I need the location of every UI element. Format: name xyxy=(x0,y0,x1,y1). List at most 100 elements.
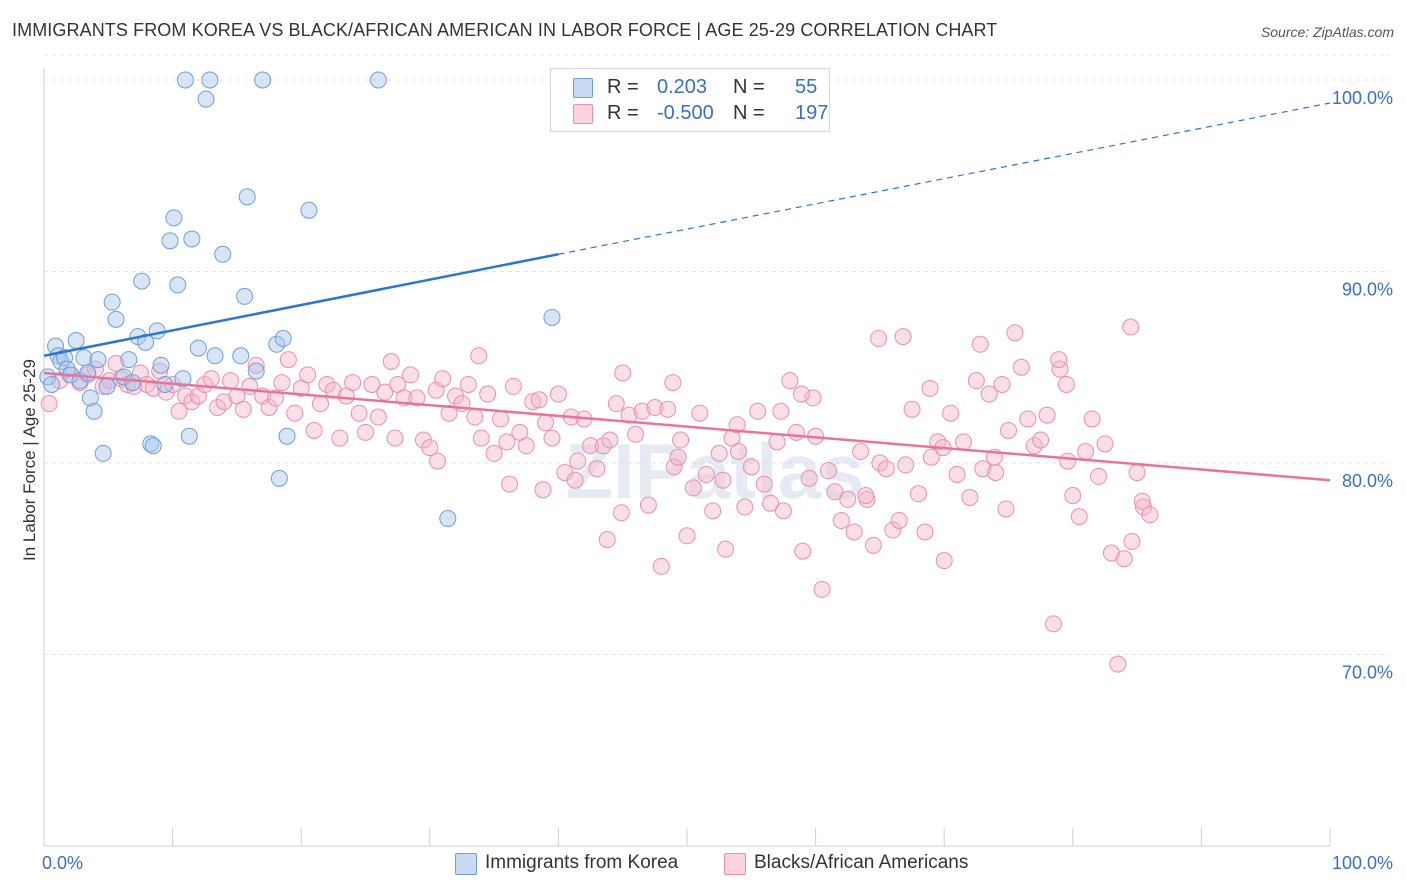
data-point-black xyxy=(492,410,510,428)
data-point-black xyxy=(598,531,616,549)
data-point-korea xyxy=(238,188,256,206)
data-point-black xyxy=(594,437,612,455)
data-point-black xyxy=(639,496,657,514)
data-point-black xyxy=(440,404,458,422)
data-point-black xyxy=(40,395,58,413)
data-point-black xyxy=(1057,375,1075,393)
data-point-black xyxy=(1045,615,1063,633)
trend-line-black xyxy=(43,371,1331,482)
data-point-black xyxy=(1090,467,1108,485)
data-point-black xyxy=(402,366,420,384)
data-point-black xyxy=(669,448,687,466)
data-point-black xyxy=(344,374,362,392)
data-point-korea xyxy=(247,362,265,380)
data-point-black xyxy=(376,383,394,401)
data-point-black xyxy=(1025,437,1043,455)
data-point-black xyxy=(566,471,584,489)
data-point-black xyxy=(369,408,387,426)
data-point-black xyxy=(1070,508,1088,526)
data-point-black xyxy=(459,375,477,393)
data-point-black xyxy=(470,347,488,365)
data-point-black xyxy=(485,444,503,462)
data-point-black xyxy=(1050,351,1068,369)
watermark: ZIPatlas xyxy=(565,427,864,515)
data-point-black xyxy=(762,494,780,512)
data-point-black xyxy=(1083,410,1101,428)
data-point-black xyxy=(107,354,125,372)
data-point-korea xyxy=(79,364,97,382)
data-point-black xyxy=(890,511,908,529)
grid-lines xyxy=(44,54,1390,655)
data-point-black xyxy=(909,485,927,503)
data-point-black xyxy=(832,511,850,529)
y-tick-label: 90.0% xyxy=(1342,280,1393,300)
data-point-black xyxy=(601,431,619,449)
data-point-korea xyxy=(278,427,296,445)
series-legend: Immigrants from Korea Blacks/African Ame… xyxy=(0,852,1406,876)
data-point-korea xyxy=(369,71,387,89)
data-point-korea xyxy=(165,209,183,227)
data-point-black xyxy=(826,483,844,501)
data-point-korea xyxy=(236,287,254,305)
data-point-black xyxy=(961,488,979,506)
data-point-black xyxy=(429,452,447,470)
data-point-black xyxy=(792,385,810,403)
data-point-korea xyxy=(98,377,116,395)
data-point-black xyxy=(954,433,972,451)
data-point-korea xyxy=(94,444,112,462)
data-point-black xyxy=(781,372,799,390)
data-point-black xyxy=(1109,655,1127,673)
data-point-black xyxy=(1096,435,1114,453)
legend-swatch-black xyxy=(724,853,746,875)
data-point-black xyxy=(903,400,921,418)
legend-r-value: 0.203 xyxy=(657,76,708,98)
data-point-black xyxy=(678,527,696,545)
data-point-black xyxy=(1000,421,1017,439)
legend-n-label: N = xyxy=(733,102,765,124)
data-point-korea xyxy=(43,375,61,393)
data-point-black xyxy=(582,437,600,455)
data-point-black xyxy=(1141,506,1159,524)
data-point-korea xyxy=(180,427,198,445)
data-point-black xyxy=(504,377,522,395)
data-point-black xyxy=(614,364,632,382)
data-point-black xyxy=(363,375,381,393)
trend-line-korea xyxy=(43,253,559,357)
data-point-black xyxy=(479,385,497,403)
data-point-black xyxy=(588,460,606,478)
data-point-black xyxy=(1012,358,1030,376)
data-point-black xyxy=(852,443,870,461)
data-point-korea xyxy=(183,230,201,248)
data-point-black xyxy=(1064,487,1082,505)
data-point-black xyxy=(997,500,1015,518)
legend-r-label: R = xyxy=(607,76,639,98)
x-tick-label: 0.0% xyxy=(42,853,83,873)
data-point-black xyxy=(871,454,889,472)
data-point-black xyxy=(916,523,934,541)
legend-r-value: -0.500 xyxy=(657,102,714,124)
data-point-korea xyxy=(268,335,286,353)
data-point-black xyxy=(884,521,902,539)
source-credit: Source: ZipAtlas.com xyxy=(1260,24,1394,40)
data-point-black xyxy=(273,374,291,392)
data-point-korea xyxy=(300,201,318,219)
axes xyxy=(43,68,1331,847)
legend-label-korea: Immigrants from Korea xyxy=(485,852,679,873)
data-point-black xyxy=(607,395,625,413)
data-point-black xyxy=(501,475,519,493)
data-point-black xyxy=(787,423,805,441)
data-point-black xyxy=(948,465,966,483)
data-point-black xyxy=(318,375,336,393)
data-point-black xyxy=(864,536,882,554)
data-point-black xyxy=(942,404,960,422)
data-point-black xyxy=(967,372,985,390)
data-point-black xyxy=(714,471,732,489)
data-point-black xyxy=(794,542,812,560)
data-point-korea xyxy=(214,245,232,263)
data-point-black xyxy=(1077,443,1095,461)
legend-swatch-black xyxy=(573,104,593,124)
data-point-korea xyxy=(81,389,99,407)
data-point-black xyxy=(247,356,265,374)
data-point-black xyxy=(183,393,201,411)
data-point-black xyxy=(209,398,227,416)
